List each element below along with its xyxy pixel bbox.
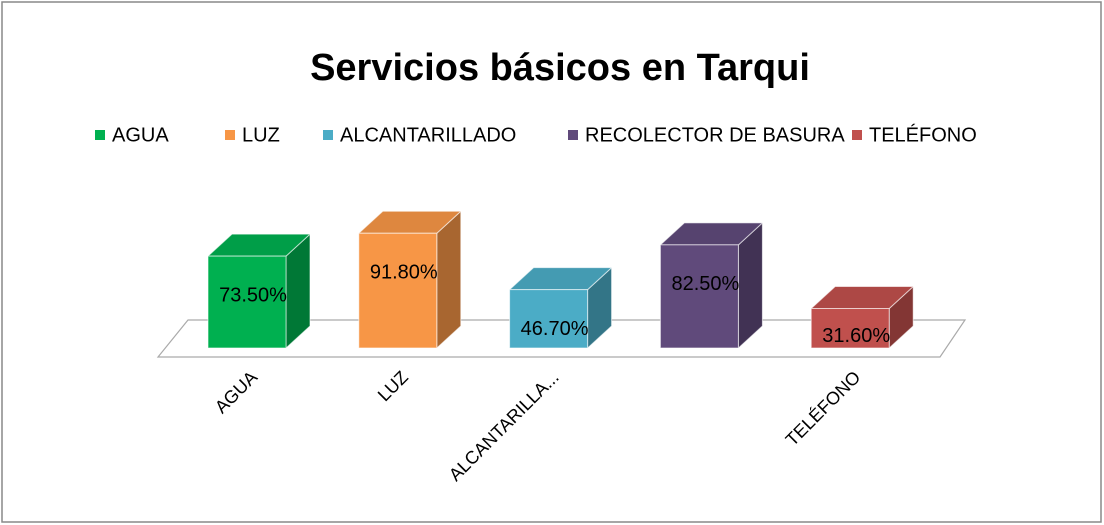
legend-label: RECOLECTOR DE BASURA [585, 124, 845, 146]
bar [206, 232, 312, 350]
legend-swatch [95, 130, 105, 140]
bar-front [207, 255, 287, 349]
bar-side [436, 210, 462, 350]
legend-swatch [852, 130, 862, 140]
legend-label: LUZ [242, 124, 280, 146]
bar [357, 210, 463, 350]
legend-swatch [225, 130, 235, 140]
value-label: 91.80% [370, 262, 438, 284]
bar-front [509, 289, 589, 349]
chart-title: Servicios básicos en Tarqui [310, 47, 810, 89]
bar-front [659, 244, 739, 349]
value-label: 46.70% [521, 318, 589, 340]
legend-label: AGUA [112, 124, 169, 146]
value-label: 73.50% [219, 284, 287, 306]
bar [809, 285, 915, 350]
legend-label: TELÉFONO [869, 123, 977, 146]
legend-label: ALCANTARILLADO [340, 124, 516, 146]
legend-swatch [568, 130, 578, 140]
bar-front [358, 232, 438, 349]
bar [659, 221, 764, 350]
legend-swatch [323, 130, 333, 140]
value-label: 82.50% [671, 273, 739, 295]
bar [508, 266, 613, 350]
bar-front [810, 308, 890, 349]
value-label: 31.60% [822, 325, 890, 347]
